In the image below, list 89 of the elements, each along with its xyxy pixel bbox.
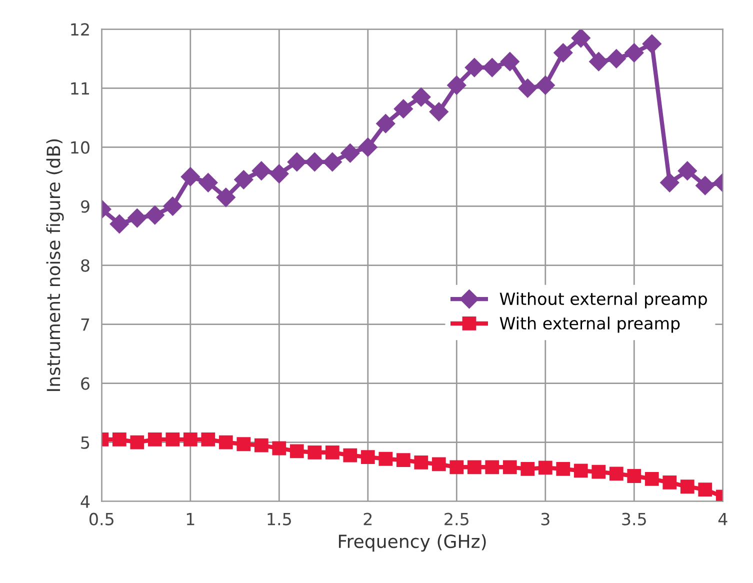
x-tick-label: 3.5 — [622, 512, 646, 526]
point — [589, 52, 608, 72]
x-tick-label: 2.5 — [444, 512, 468, 526]
point — [482, 58, 502, 78]
point — [287, 152, 306, 172]
point — [500, 52, 520, 72]
y-tick-label: 10 — [71, 141, 90, 154]
point — [110, 214, 129, 234]
point — [520, 462, 535, 476]
point — [394, 99, 413, 118]
point — [163, 196, 182, 216]
point — [698, 482, 712, 497]
point — [272, 441, 286, 456]
point — [627, 469, 642, 483]
point — [660, 173, 680, 192]
point — [606, 49, 626, 68]
point — [201, 432, 216, 446]
point — [642, 34, 662, 54]
point — [447, 76, 466, 95]
y-tick-label: 11 — [71, 82, 90, 95]
y-axis-title: Instrument noise figure (dB) — [46, 139, 64, 391]
point — [325, 445, 340, 460]
point — [467, 460, 482, 474]
point — [343, 448, 358, 462]
point — [254, 438, 268, 452]
point — [112, 432, 126, 446]
point — [340, 144, 360, 163]
x-tick-label: 0.5 — [90, 512, 114, 526]
point — [290, 444, 304, 458]
point — [450, 460, 464, 474]
x-tick-label: 1 — [186, 513, 194, 526]
y-tick-label: 4 — [80, 496, 90, 508]
point — [432, 457, 446, 472]
x-axis-title: Frequency (GHz) — [338, 534, 486, 552]
legend-label: Without external preamp — [500, 292, 707, 308]
point — [148, 432, 162, 446]
point — [556, 462, 570, 476]
point — [218, 435, 233, 450]
point — [322, 152, 342, 172]
x-tick-label: 2 — [364, 512, 372, 526]
point — [378, 452, 393, 466]
point — [412, 88, 431, 107]
point — [128, 208, 147, 228]
point — [270, 164, 289, 184]
y-tick-label: 6 — [81, 377, 90, 390]
point — [180, 167, 200, 186]
point — [678, 161, 697, 180]
point — [414, 455, 428, 470]
point — [183, 432, 198, 446]
point — [554, 43, 573, 62]
point — [308, 445, 322, 460]
point — [696, 176, 715, 196]
point — [624, 43, 644, 62]
y-tick-label: 12 — [71, 23, 89, 36]
point — [609, 466, 624, 481]
point — [536, 76, 555, 95]
point — [376, 114, 396, 134]
x-tick-label: 1.5 — [268, 513, 291, 526]
point — [680, 480, 694, 494]
point — [662, 476, 677, 490]
point — [518, 78, 538, 98]
point — [166, 432, 180, 446]
point — [429, 102, 448, 122]
y-tick-label: 7 — [81, 318, 90, 331]
legend-label: With external preamp — [500, 316, 680, 333]
point — [538, 460, 552, 475]
x-tick-label: 4 — [718, 513, 728, 526]
y-tick-label: 8 — [81, 259, 90, 272]
y-tick-label: 5 — [81, 436, 90, 449]
y-tick-label: 9 — [80, 200, 90, 213]
point — [360, 450, 375, 464]
point — [396, 453, 410, 468]
point — [644, 472, 659, 486]
point — [236, 437, 251, 452]
point — [252, 161, 271, 180]
point — [485, 460, 500, 474]
point — [358, 138, 378, 157]
point — [130, 435, 144, 450]
point — [502, 460, 517, 474]
point — [216, 188, 236, 207]
point — [145, 206, 164, 225]
point — [571, 29, 590, 48]
point — [234, 170, 254, 190]
point — [464, 58, 484, 78]
point — [592, 464, 606, 479]
point — [198, 173, 218, 192]
x-tick-label: 3 — [541, 512, 550, 526]
point — [574, 464, 588, 478]
point — [305, 152, 324, 172]
